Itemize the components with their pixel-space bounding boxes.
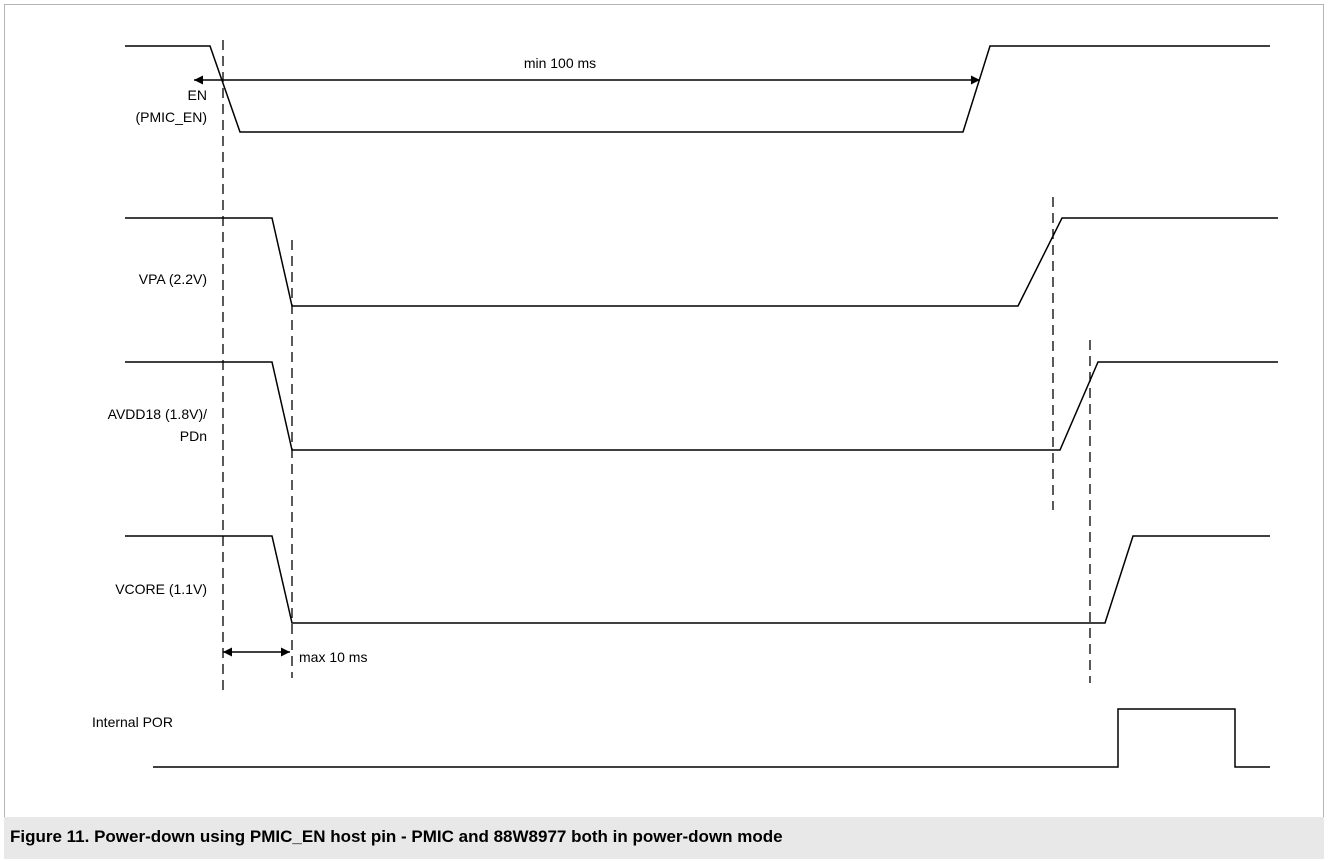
- avdd18-label: AVDD18 (1.8V)/: [108, 406, 207, 422]
- pdn-label: PDn: [180, 428, 207, 444]
- internal-por-waveform: [153, 708, 1270, 768]
- vcore-waveform: [125, 535, 1270, 624]
- en-sublabel: (PMIC_EN): [135, 109, 207, 125]
- en-waveform: [125, 45, 1270, 133]
- min-delay-label: min 100 ms: [524, 55, 596, 71]
- max-delay-label: max 10 ms: [299, 649, 367, 665]
- vpa-label: VPA (2.2V): [139, 271, 207, 287]
- avdd18-waveform: [125, 361, 1278, 451]
- en-label: EN: [188, 87, 207, 103]
- internal-por-label: Internal POR: [92, 714, 173, 730]
- figure-frame: [4, 4, 1324, 859]
- vpa-waveform: [125, 217, 1278, 307]
- vcore-label: VCORE (1.1V): [115, 581, 207, 597]
- figure-caption: Figure 11. Power-down using PMIC_EN host…: [10, 827, 783, 846]
- caption-bar: Figure 11. Power-down using PMIC_EN host…: [4, 817, 1324, 859]
